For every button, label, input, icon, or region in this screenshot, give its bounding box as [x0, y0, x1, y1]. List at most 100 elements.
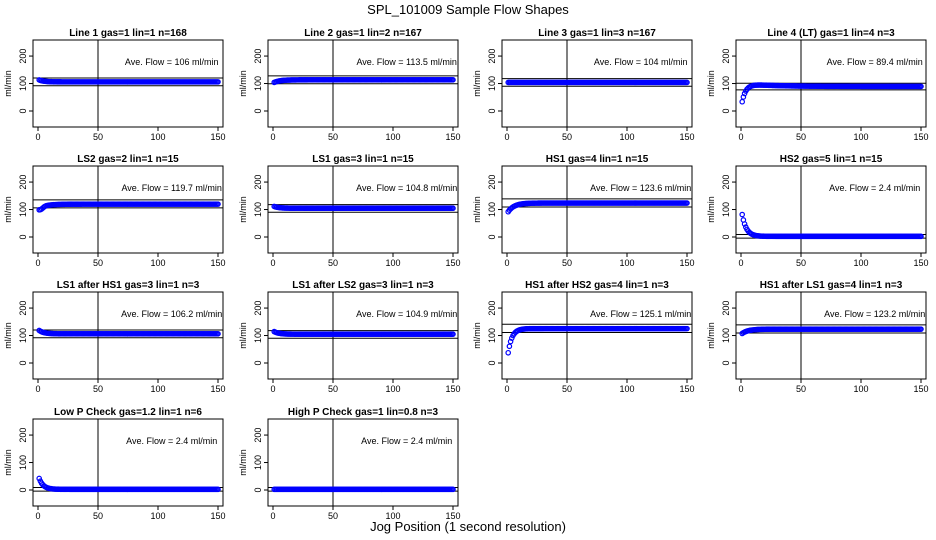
- panel: HS1 after HS2 gas=4 lin=1 n=3 0 50 100 150 0 1…: [472, 280, 695, 394]
- data-point: [215, 79, 221, 85]
- x-tick-label: 50: [93, 258, 103, 268]
- y-tick-label: 200: [253, 428, 263, 443]
- plot-frame: [32, 418, 224, 507]
- y-tick-label: 100: [253, 202, 263, 217]
- y-tick-label: 0: [721, 108, 731, 113]
- data-point: [450, 486, 456, 493]
- x-tick-label: 100: [619, 258, 634, 268]
- panel: High P Check gas=1 lin=0.8 n=3 0 50 100 150 0…: [238, 407, 461, 521]
- average-flow-annotation: Ave. Flow = 2.4 ml/min: [361, 436, 452, 446]
- panel-title: Line 1 gas=1 lin=1 n=168: [69, 28, 187, 39]
- x-tick-label: 0: [35, 132, 40, 142]
- data-point: [215, 331, 221, 337]
- y-tick-label: 100: [721, 328, 731, 343]
- y-tick-label: 200: [487, 301, 497, 316]
- panel: Low P Check gas=1.2 lin=1 n=6 0 50 100 150 0 1…: [3, 407, 226, 521]
- data-point: [918, 326, 924, 332]
- data-point: [450, 331, 456, 337]
- y-tick-label: 100: [721, 202, 731, 217]
- y-tick-label: 0: [487, 234, 497, 239]
- x-tick-label: 0: [270, 258, 275, 268]
- average-flow-annotation: Ave. Flow = 2.4 ml/min: [829, 183, 920, 193]
- y-tick-label: 0: [18, 108, 28, 113]
- data-point: [215, 201, 221, 207]
- panel: HS1 gas=4 lin=1 n=15 0 50 100 150 0 100 200 ml/m…: [472, 154, 695, 268]
- x-tick-label: 0: [35, 258, 40, 268]
- panel: LS1 after HS1 gas=3 lin=1 n=3 0 50 100 150 0 1…: [3, 280, 226, 394]
- y-tick-label: 0: [487, 360, 497, 365]
- x-tick-label: 50: [328, 132, 338, 142]
- data-point: [918, 233, 924, 240]
- average-flow-annotation: Ave. Flow = 2.4 ml/min: [126, 436, 217, 446]
- x-tick-label: 150: [210, 384, 225, 394]
- panel-title: LS1 after LS2 gas=3 lin=1 n=3: [292, 280, 434, 291]
- average-flow-annotation: Ave. Flow = 104.9 ml/min: [356, 309, 457, 319]
- x-tick-label: 150: [445, 511, 460, 521]
- x-tick-label: 0: [738, 258, 743, 268]
- x-tick-label: 150: [913, 258, 928, 268]
- y-tick-label: 100: [487, 328, 497, 343]
- panel: LS2 gas=2 lin=1 n=15 0 50 100 150 0 100 200 ml/m…: [3, 154, 226, 268]
- x-tick-label: 0: [738, 384, 743, 394]
- x-tick-label: 0: [35, 511, 40, 521]
- x-tick-label: 150: [210, 511, 225, 521]
- y-tick-label: 200: [253, 301, 263, 316]
- panel: Line 3 gas=1 lin=3 n=167 0 50 100 150 0 100 200…: [472, 28, 695, 142]
- x-tick-label: 150: [679, 384, 694, 394]
- x-tick-label: 150: [913, 384, 928, 394]
- panel: HS1 after LS1 gas=4 lin=1 n=3 0 50 100 150 0 1…: [706, 280, 929, 394]
- panel-title: Low P Check gas=1.2 lin=1 n=6: [54, 407, 202, 418]
- y-axis-label: ml/min: [238, 70, 248, 97]
- x-tick-label: 100: [619, 132, 634, 142]
- y-tick-label: 200: [18, 301, 28, 316]
- panel-title: LS1 gas=3 lin=1 n=15: [312, 154, 414, 165]
- panel: Line 2 gas=1 lin=2 n=167 0 50 100 150 0 100 200…: [238, 28, 461, 142]
- data-point: [684, 200, 690, 206]
- y-tick-label: 200: [253, 49, 263, 64]
- y-axis-label: ml/min: [706, 70, 716, 97]
- y-axis-label: ml/min: [238, 449, 248, 476]
- x-tick-label: 150: [210, 132, 225, 142]
- y-tick-label: 0: [721, 234, 731, 239]
- average-flow-annotation: Ave. Flow = 125.1 ml/min: [590, 309, 691, 319]
- x-tick-label: 0: [270, 384, 275, 394]
- y-tick-label: 0: [487, 108, 497, 113]
- x-tick-label: 100: [150, 132, 165, 142]
- y-tick-label: 200: [721, 301, 731, 316]
- y-tick-label: 0: [253, 234, 263, 239]
- x-tick-label: 50: [796, 258, 806, 268]
- average-flow-annotation: Ave. Flow = 119.7 ml/min: [121, 183, 221, 193]
- x-tick-label: 150: [445, 384, 460, 394]
- y-tick-label: 100: [253, 76, 263, 91]
- y-tick-label: 0: [253, 360, 263, 365]
- y-axis-label: ml/min: [238, 322, 248, 349]
- panel-title: HS1 after LS1 gas=4 lin=1 n=3: [760, 280, 903, 291]
- x-tick-label: 0: [738, 132, 743, 142]
- x-tick-label: 100: [150, 511, 165, 521]
- y-tick-label: 100: [18, 455, 28, 470]
- average-flow-annotation: Ave. Flow = 106 ml/min: [125, 57, 219, 67]
- x-axis-title: Jog Position (1 second resolution): [370, 519, 566, 534]
- y-tick-label: 200: [487, 49, 497, 64]
- average-flow-annotation: Ave. Flow = 123.2 ml/min: [824, 309, 925, 319]
- data-point: [215, 486, 221, 493]
- y-tick-label: 100: [18, 76, 28, 91]
- plot-frame: [501, 291, 693, 380]
- x-tick-label: 150: [913, 132, 928, 142]
- panel-title: LS2 gas=2 lin=1 n=15: [77, 154, 179, 165]
- plot-frame: [735, 165, 927, 254]
- x-tick-label: 50: [93, 132, 103, 142]
- average-flow-annotation: Ave. Flow = 123.6 ml/min: [590, 183, 691, 193]
- panel-title: HS1 after HS2 gas=4 lin=1 n=3: [525, 280, 669, 291]
- y-tick-label: 0: [18, 234, 28, 239]
- panel-title: HS2 gas=5 lin=1 n=15: [780, 154, 883, 165]
- panel-title: Line 4 (LT) gas=1 lin=4 n=3: [767, 28, 895, 39]
- x-tick-label: 150: [210, 258, 225, 268]
- average-flow-annotation: Ave. Flow = 104.8 ml/min: [356, 183, 457, 193]
- plot-frame: [267, 418, 459, 507]
- x-tick-label: 100: [853, 258, 868, 268]
- y-tick-label: 100: [253, 455, 263, 470]
- panel: LS1 after LS2 gas=3 lin=1 n=3 0 50 100 150 0 1…: [238, 280, 461, 394]
- panel-title: Line 3 gas=1 lin=3 n=167: [538, 28, 656, 39]
